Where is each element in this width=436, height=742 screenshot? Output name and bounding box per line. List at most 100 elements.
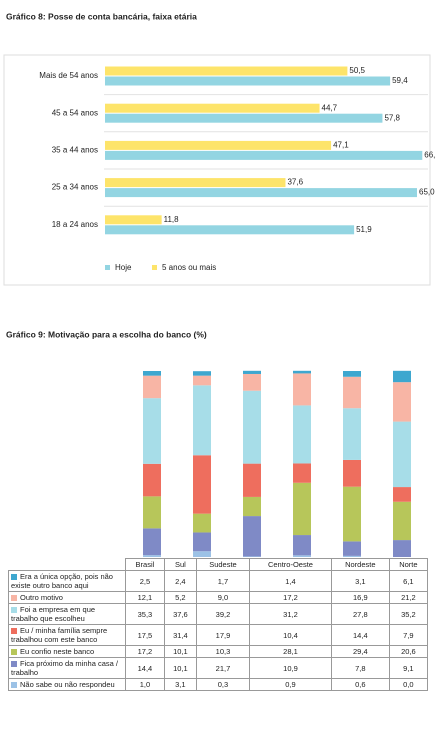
value-cell: 3,1 (330, 570, 390, 592)
table-row: Fica próximo da minha casa / trabalho 14,… (8, 657, 429, 679)
bar (105, 66, 348, 76)
charts: Gráfico 8: Posse de conta bancária, faix… (3, 11, 436, 557)
row-header: Era a única opção, pois não existe outro… (8, 570, 126, 592)
bar-segment (193, 455, 211, 514)
legend-swatch (152, 265, 157, 270)
value-cell: 35,3 (125, 603, 165, 625)
y-tick-label: 35 a 44 anos (52, 146, 98, 155)
frame (3, 54, 431, 286)
chart-title: Gráfico 9: Motivação para a escolha do b… (6, 329, 207, 339)
table-row: Eu confio neste banco 17,2 10,1 10,3 28,1 29,… (8, 645, 429, 658)
value-cell: 0,3 (195, 678, 251, 691)
bar-segment (243, 556, 261, 557)
value-cell: 17,5 (125, 624, 165, 646)
value-cell: 9,1 (388, 657, 429, 679)
bar (105, 113, 383, 123)
bar-segment (343, 408, 361, 460)
value-cell: 0,6 (330, 678, 390, 691)
bar-segment (393, 487, 411, 502)
value-cell: 6,1 (388, 570, 429, 592)
bar (105, 140, 332, 150)
value-label: 57,8 (384, 113, 400, 122)
y-tick-label: 45 a 54 anos (52, 108, 98, 117)
value-cell: 3,1 (163, 678, 197, 691)
bar-segment (193, 371, 211, 376)
bar-segment (143, 371, 161, 376)
bar-segment (243, 516, 261, 557)
legend-label: Hoje (115, 263, 132, 272)
legend-swatch (11, 574, 17, 581)
y-tick-label: Mais de 54 anos (39, 71, 98, 80)
value-cell: 17,2 (249, 591, 332, 604)
legend-label: Eu confio neste banco (20, 647, 95, 656)
column-header: Sul (163, 558, 197, 571)
bar (105, 215, 162, 225)
bar-segment (393, 382, 411, 422)
column-header: Nordeste (330, 558, 390, 571)
value-label: 37,6 (287, 178, 303, 187)
value-cell: 21,7 (195, 657, 251, 679)
legend-swatch (11, 661, 17, 668)
bar (105, 188, 417, 198)
value-label: 51,9 (356, 225, 372, 234)
bar-segment (193, 532, 211, 552)
value-cell: 9,0 (195, 591, 251, 604)
value-cell: 17,2 (125, 645, 165, 658)
bar-segment (293, 405, 311, 464)
bar (105, 76, 391, 86)
bar-segment (243, 390, 261, 464)
bar-segment (293, 370, 311, 374)
legend-swatch (11, 649, 17, 656)
value-label: 66,1 (424, 151, 436, 160)
bar-segment (343, 459, 361, 487)
bar-segment (393, 421, 411, 488)
legend-swatch (11, 628, 17, 635)
legend-label: Outro motivo (20, 593, 63, 602)
bar-segment (293, 535, 311, 556)
value-cell: 20,6 (388, 645, 429, 658)
row-header: Eu confio neste banco (8, 645, 126, 658)
value-cell: 27,8 (330, 603, 390, 625)
value-cell: 17,9 (195, 624, 251, 646)
value-cell: 28,1 (249, 645, 332, 658)
value-cell: 10,4 (249, 624, 332, 646)
chart-title: Gráfico 8: Posse de conta bancária, faix… (6, 11, 197, 21)
value-cell: 5,2 (163, 591, 197, 604)
bar-segment (143, 528, 161, 556)
data-table: Brasil Sul Sudeste Centro-Oeste Nordeste Nort… (8, 558, 429, 691)
value-cell: 10,1 (163, 645, 197, 658)
legend-label: Era a única opção, pois não existe outro… (11, 572, 113, 590)
bar-segment (143, 463, 161, 497)
value-cell: 16,9 (330, 591, 390, 604)
bar-segment (293, 463, 311, 483)
table-row: Eu / minha família sempre trabalhou com … (8, 624, 429, 646)
table-row: Foi a empresa em que trabalho que escolh… (8, 603, 429, 625)
value-cell: 2,4 (163, 570, 197, 592)
column-header: Brasil (125, 558, 165, 571)
bar-segment (193, 513, 211, 533)
bar-segment (393, 370, 411, 383)
legend-label: Foi a empresa em que trabalho que escolh… (11, 605, 96, 623)
value-cell: 21,2 (388, 591, 429, 604)
bar (105, 178, 286, 188)
value-label: 44,7 (322, 103, 338, 112)
value-cell: 1,0 (125, 678, 165, 691)
y-tick-label: 18 a 24 anos (52, 220, 98, 229)
row-header: Não sabe ou não respondeu (8, 678, 126, 691)
bar-segment (343, 376, 361, 409)
value-label: 47,1 (333, 141, 349, 150)
table-row: Não sabe ou não respondeu 1,0 3,1 0,3 0,9 0,6… (8, 678, 429, 691)
legend-label: Não sabe ou não respondeu (20, 680, 115, 689)
table-row: Outro motivo 12,1 5,2 9,0 17,2 16,9 21,2 (8, 591, 429, 604)
bar-segment (393, 501, 411, 541)
bar-segment (143, 398, 161, 464)
value-cell: 31,4 (163, 624, 197, 646)
bar-segment (193, 385, 211, 456)
bar-segment (143, 496, 161, 529)
legend-label: Fica próximo da minha casa / trabalho (11, 659, 118, 677)
bar (105, 225, 355, 235)
y-tick-label: 25 a 34 anos (52, 183, 98, 192)
bar-segment (243, 370, 261, 374)
column-header: Norte (388, 558, 429, 571)
